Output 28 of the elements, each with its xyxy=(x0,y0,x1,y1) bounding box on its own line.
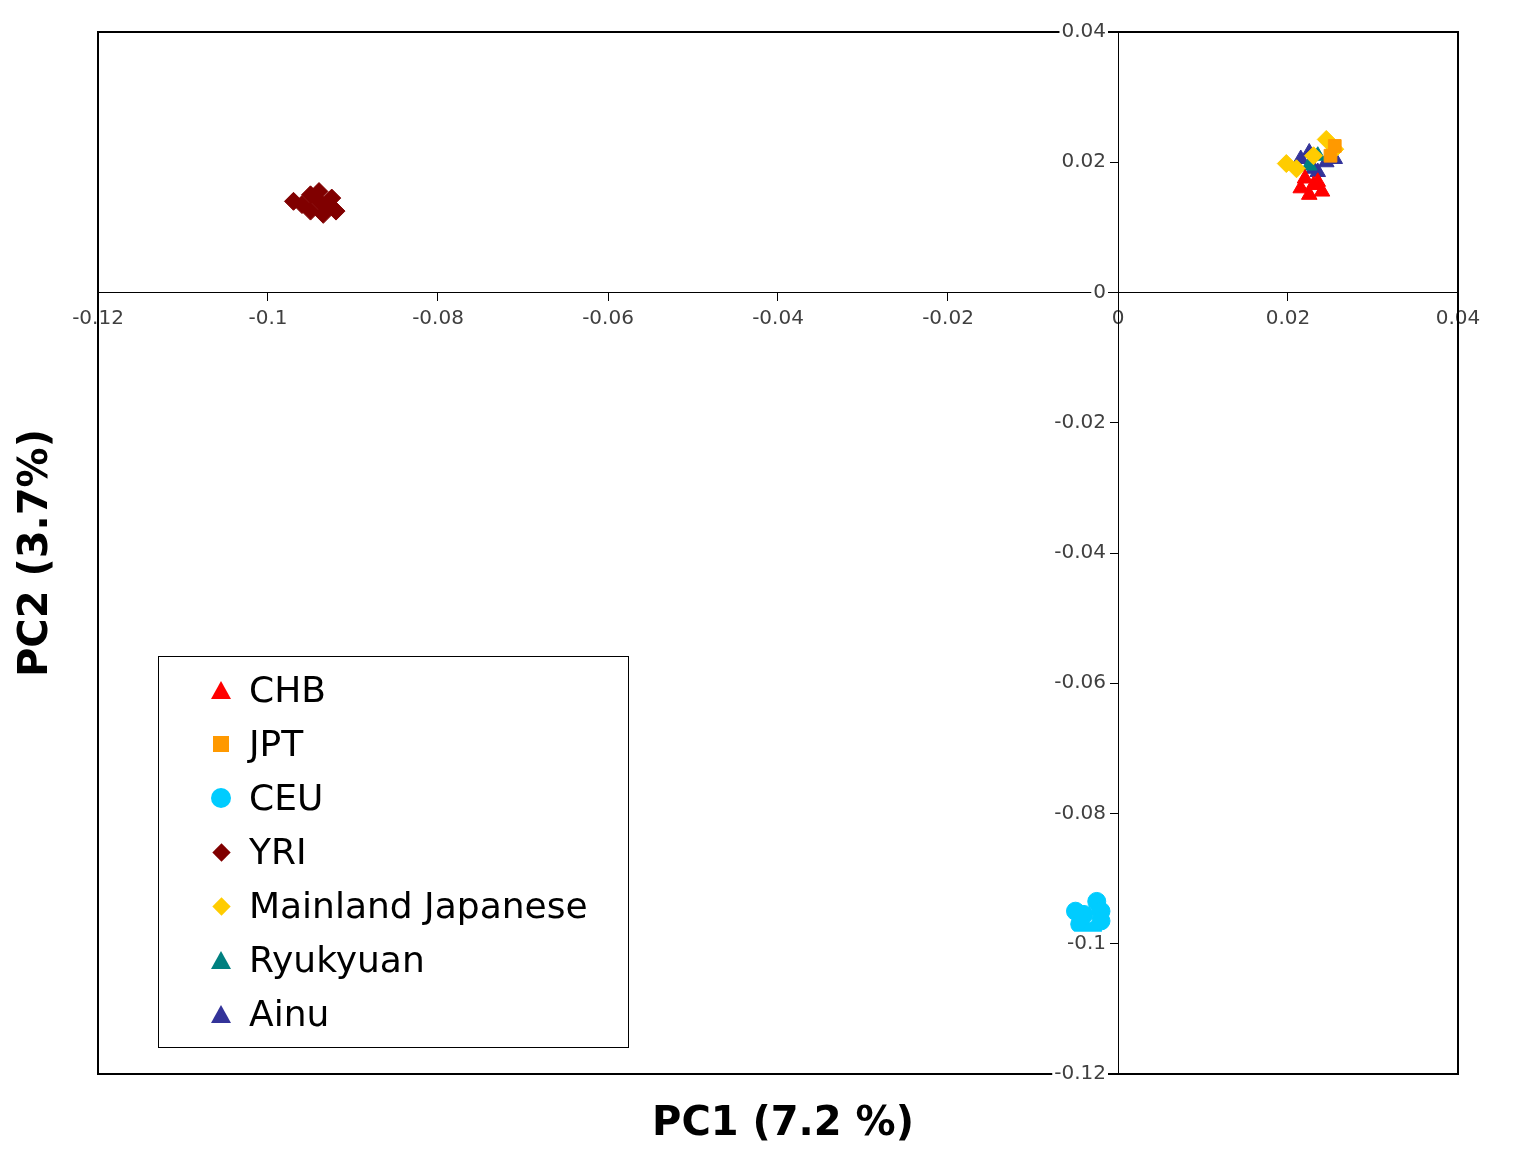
y-tick-label: -0.12 xyxy=(1054,1060,1106,1085)
y-tick-label: -0.02 xyxy=(1054,408,1106,433)
y-tick-label: -0.1 xyxy=(1066,929,1106,954)
x-tick-label: -0.06 xyxy=(582,304,634,329)
point xyxy=(1287,159,1306,179)
y-tick-label: -0.04 xyxy=(1054,539,1106,564)
x-tick-label: -0.04 xyxy=(752,304,804,329)
x-axis-title: PC1 (7.2 %) xyxy=(651,1098,915,1144)
point xyxy=(301,201,320,221)
y-tick-label: 0.04 xyxy=(1061,18,1106,43)
legend-label: CEU xyxy=(249,776,324,820)
y-tick-label: -0.06 xyxy=(1054,669,1106,694)
point xyxy=(1304,146,1323,166)
x-tick-label: -0.1 xyxy=(248,304,288,329)
x-tick-label: -0.08 xyxy=(412,304,464,329)
legend-label: Ryukyuan xyxy=(249,938,425,982)
y-tick-label: -0.08 xyxy=(1054,799,1106,824)
x-tick-label: -0.02 xyxy=(922,304,974,329)
y-axis-title: PC2 (3.7%) xyxy=(10,429,56,677)
legend-label: Ainu xyxy=(249,992,330,1036)
x-tick-label: 0.02 xyxy=(1265,304,1311,329)
legend-label: CHB xyxy=(249,668,326,712)
point xyxy=(1323,148,1338,163)
legend-label: YRI xyxy=(249,830,307,874)
legend-label: Mainland Japanese xyxy=(249,884,588,928)
legend-label: JPT xyxy=(249,722,304,766)
y-tick-label: 0 xyxy=(1093,278,1106,303)
y-tick-label: 0.02 xyxy=(1061,148,1106,173)
